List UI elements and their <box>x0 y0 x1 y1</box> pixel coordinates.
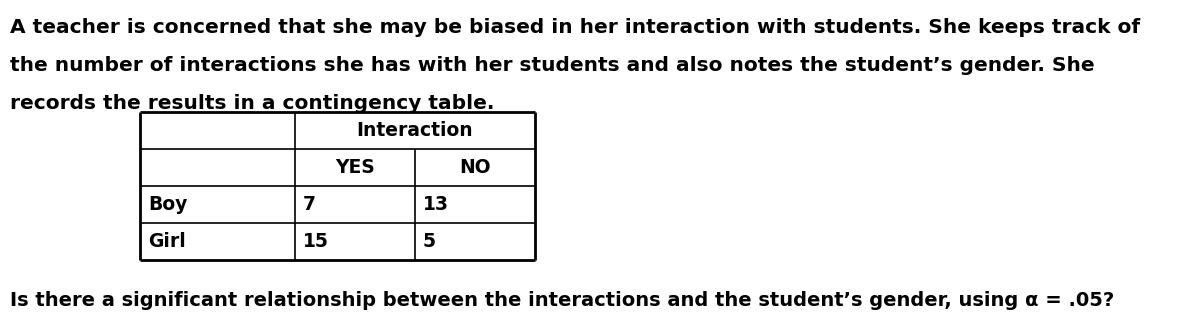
Text: Is there a significant relationship between the interactions and the student’s g: Is there a significant relationship betw… <box>10 291 1115 310</box>
Text: YES: YES <box>335 158 374 177</box>
Text: A teacher is concerned that she may be biased in her interaction with students. : A teacher is concerned that she may be b… <box>10 18 1140 37</box>
Text: 13: 13 <box>424 195 449 214</box>
Text: NO: NO <box>460 158 491 177</box>
Text: records the results in a contingency table.: records the results in a contingency tab… <box>10 94 494 113</box>
Text: 7: 7 <box>302 195 316 214</box>
Text: the number of interactions she has with her students and also notes the student’: the number of interactions she has with … <box>10 56 1094 75</box>
Text: 5: 5 <box>424 232 436 251</box>
Text: Boy: Boy <box>148 195 187 214</box>
Text: Girl: Girl <box>148 232 186 251</box>
Text: 15: 15 <box>302 232 329 251</box>
Text: Interaction: Interaction <box>356 121 473 140</box>
